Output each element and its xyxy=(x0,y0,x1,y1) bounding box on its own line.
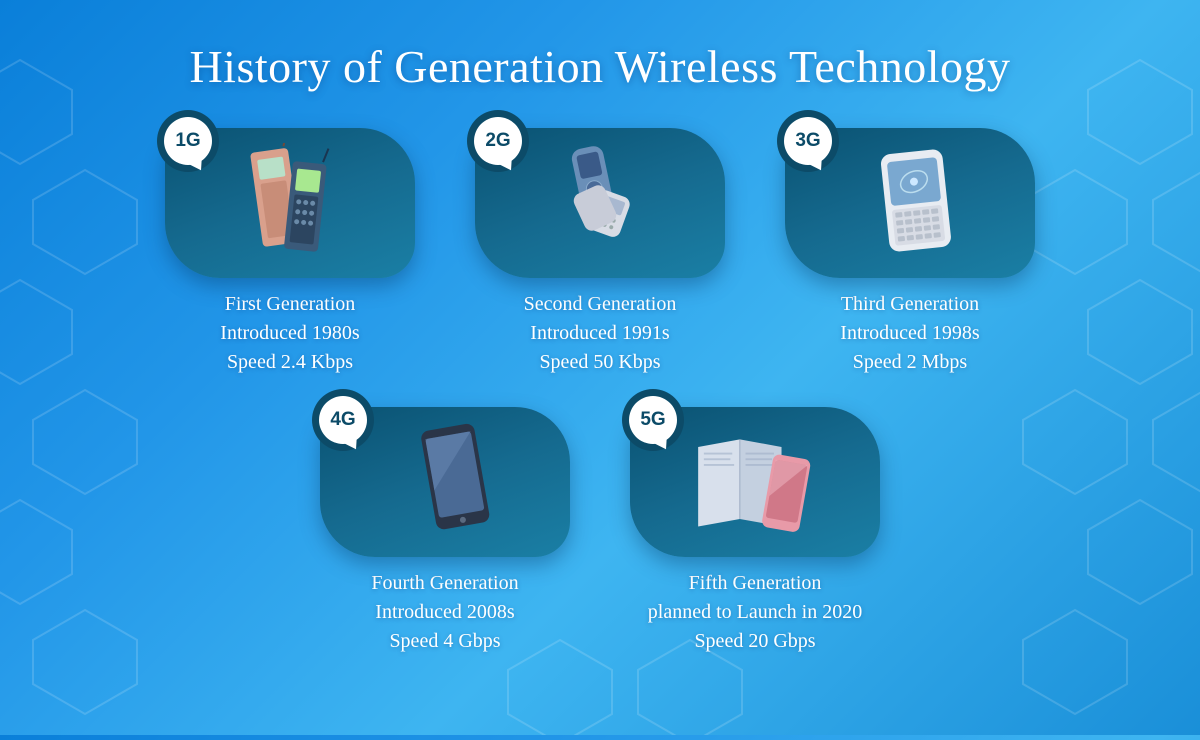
row-top: 1G xyxy=(165,128,1035,377)
caption-line: planned to Launch in 2020 xyxy=(648,598,862,627)
card-caption: Fourth Generation Introduced 2008s Speed… xyxy=(371,569,518,656)
card-rows: 1G xyxy=(0,128,1200,656)
card-1g: 1G xyxy=(165,128,415,377)
caption-line: Second Generation xyxy=(524,290,677,319)
caption-line: Introduced 2008s xyxy=(371,598,518,627)
generation-badge: 1G xyxy=(157,110,219,172)
qwerty-phone-icon xyxy=(820,143,1000,263)
badge-label: 5G xyxy=(640,409,665,431)
card-4g: 4G Fourth Generation Introduced 200 xyxy=(320,407,570,656)
card-caption: Third Generation Introduced 1998s Speed … xyxy=(840,290,979,377)
fold-phone-icon xyxy=(665,422,845,542)
page-title: History of Generation Wireless Technolog… xyxy=(0,0,1200,93)
caption-line: Speed 4 Gbps xyxy=(371,627,518,656)
caption-line: Speed 2.4 Kbps xyxy=(220,348,359,377)
badge-label: 4G xyxy=(330,409,355,431)
card-panel: 5G xyxy=(630,407,880,557)
caption-line: Speed 20 Gbps xyxy=(648,627,862,656)
badge-label: 1G xyxy=(175,130,200,152)
caption-line: Fifth Generation xyxy=(648,569,862,598)
card-5g: 5G xyxy=(630,407,880,656)
generation-badge: 5G xyxy=(622,389,684,451)
brick-phone-icon xyxy=(200,143,380,263)
caption-line: Introduced 1991s xyxy=(524,319,677,348)
card-panel: 2G xyxy=(475,128,725,278)
card-panel: 4G xyxy=(320,407,570,557)
caption-line: Speed 50 Kbps xyxy=(524,348,677,377)
card-caption: Second Generation Introduced 1991s Speed… xyxy=(524,290,677,377)
card-panel: 3G xyxy=(785,128,1035,278)
generation-badge: 4G xyxy=(312,389,374,451)
card-2g: 2G xyxy=(475,128,725,377)
caption-line: First Generation xyxy=(220,290,359,319)
caption-line: Introduced 1980s xyxy=(220,319,359,348)
generation-badge: 3G xyxy=(777,110,839,172)
row-bottom: 4G Fourth Generation Introduced 200 xyxy=(320,407,880,656)
caption-line: Speed 2 Mbps xyxy=(840,348,979,377)
generation-badge: 2G xyxy=(467,110,529,172)
card-caption: First Generation Introduced 1980s Speed … xyxy=(220,290,359,377)
caption-line: Fourth Generation xyxy=(371,569,518,598)
caption-line: Third Generation xyxy=(840,290,979,319)
badge-label: 2G xyxy=(485,130,510,152)
card-panel: 1G xyxy=(165,128,415,278)
caption-line: Introduced 1998s xyxy=(840,319,979,348)
badge-label: 3G xyxy=(795,130,820,152)
card-caption: Fifth Generation planned to Launch in 20… xyxy=(648,569,862,656)
flip-phone-icon xyxy=(510,143,690,263)
smartphone-icon xyxy=(355,422,535,542)
card-3g: 3G xyxy=(785,128,1035,377)
